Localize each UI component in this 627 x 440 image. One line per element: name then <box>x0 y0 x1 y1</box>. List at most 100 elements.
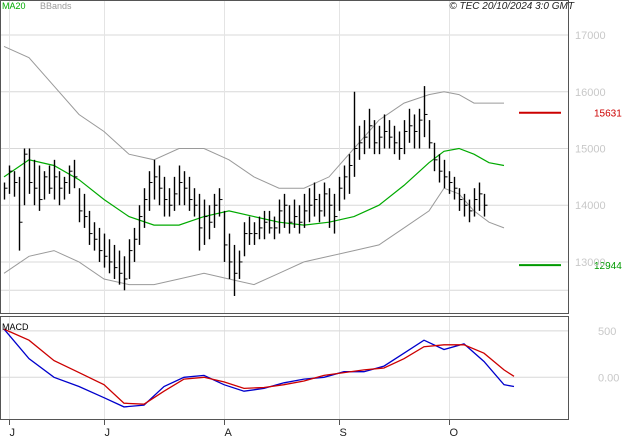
price-bar <box>313 182 318 217</box>
price-bar <box>263 210 268 240</box>
macd-tick-label: 500 <box>598 326 616 338</box>
price-bar <box>8 165 13 194</box>
price-bar <box>443 159 448 189</box>
price-bar <box>93 222 98 251</box>
price-bar <box>178 165 183 206</box>
price-bar <box>428 120 433 149</box>
price-bar <box>148 171 153 211</box>
price-bar <box>403 120 408 155</box>
price-tick-label: 13000 <box>575 257 606 269</box>
price-bar <box>153 159 158 200</box>
price-bar <box>308 188 313 223</box>
resistance-label: 15631 <box>594 109 622 120</box>
price-bar <box>388 120 393 149</box>
month-label: S <box>340 427 347 439</box>
price-bar <box>203 199 208 245</box>
price-bar <box>253 222 258 245</box>
price-bar <box>38 165 43 211</box>
price-bar <box>188 176 193 211</box>
price-bar <box>423 86 428 138</box>
macd-axis: 500 0.00 <box>598 326 619 384</box>
price-bar <box>248 216 253 245</box>
month-label: J <box>10 427 16 439</box>
price-bar <box>68 165 73 194</box>
macd-panel-frame <box>0 316 569 420</box>
price-bar <box>58 171 63 206</box>
price-bar <box>213 193 218 228</box>
price-bar <box>173 176 178 211</box>
price-bar <box>268 210 273 234</box>
price-bar <box>228 233 233 279</box>
price-bar <box>323 182 328 217</box>
price-bar <box>83 193 88 228</box>
price-grid <box>1 1 568 313</box>
price-bar <box>198 193 203 251</box>
price-tick-label: 14000 <box>575 200 606 212</box>
price-bar <box>358 125 363 160</box>
price-bar <box>303 193 308 228</box>
price-bar <box>353 91 358 177</box>
price-bar <box>413 114 418 149</box>
price-bar <box>378 125 383 155</box>
price-bar <box>473 188 478 217</box>
month-label: A <box>225 427 233 439</box>
price-bar <box>113 244 118 279</box>
price-bar <box>3 182 8 200</box>
price-bar <box>28 148 33 194</box>
price-bar <box>218 188 223 217</box>
price-bar <box>168 188 173 217</box>
price-bar <box>13 171 18 197</box>
price-bar <box>78 188 83 223</box>
price-axis: 17000 16000 15000 14000 13000 <box>575 30 606 269</box>
price-bar <box>298 205 303 234</box>
legend-bbands-label: BBands <box>40 1 72 11</box>
level-markers: 15631 12944 <box>519 109 622 272</box>
price-bar <box>243 222 248 257</box>
price-bars <box>3 86 488 296</box>
price-bar <box>433 142 438 172</box>
price-tick-label: 15000 <box>575 143 606 155</box>
price-bar <box>393 125 398 155</box>
price-bar <box>33 159 38 206</box>
price-tick-label: 17000 <box>575 30 606 42</box>
price-bar <box>143 188 148 228</box>
bb-upper-line <box>3 45 504 189</box>
price-bar <box>478 182 483 211</box>
price-bar <box>418 108 423 149</box>
price-bar <box>223 210 228 262</box>
price-bar <box>293 199 298 228</box>
price-bar <box>288 205 293 234</box>
price-panel-frame <box>0 0 569 314</box>
price-bar <box>483 193 488 217</box>
macd-label: MACD <box>2 322 29 332</box>
price-bar <box>63 176 68 200</box>
price-bar <box>208 205 213 240</box>
price-bar <box>278 199 283 234</box>
price-bar <box>238 250 243 279</box>
month-label: O <box>450 427 459 439</box>
price-bar <box>333 193 338 234</box>
price-bar <box>183 171 188 206</box>
price-bar <box>138 205 143 245</box>
legend-ma20-label: MA20 <box>2 1 26 11</box>
price-bar <box>458 188 463 211</box>
price-bar <box>43 171 48 200</box>
price-bar <box>343 165 348 200</box>
price-bar <box>48 165 53 194</box>
price-bar <box>363 120 368 155</box>
price-bar <box>98 227 103 262</box>
price-bar <box>328 188 333 228</box>
price-bar <box>23 148 28 206</box>
price-bar <box>233 244 238 296</box>
price-bar <box>18 176 23 251</box>
price-bar <box>123 256 128 291</box>
price-bar <box>163 176 168 217</box>
macd-signal-line <box>3 328 515 405</box>
price-bar <box>103 233 108 268</box>
price-bar <box>338 176 343 211</box>
price-bar <box>193 188 198 217</box>
price-bar <box>463 193 468 217</box>
